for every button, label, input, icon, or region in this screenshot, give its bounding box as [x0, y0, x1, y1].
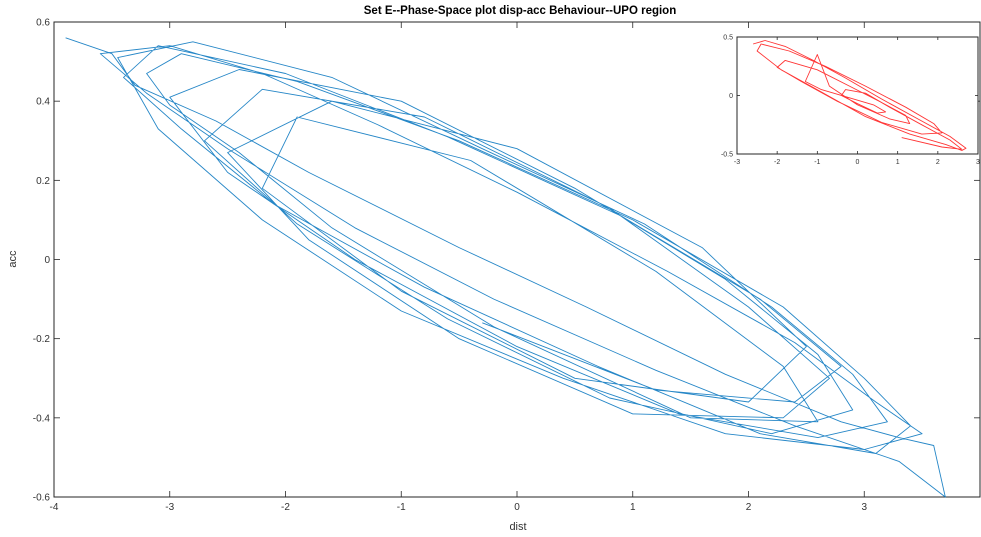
main-y-tick-label: 0.2 [36, 176, 50, 187]
main-x-tick-label: -4 [50, 502, 59, 513]
inset-x-tick-label: 0 [856, 159, 860, 166]
inset-axes-layer: -3 -2 -1 0 1 2 3 -0.5 0 0.5 [721, 34, 980, 166]
main-x-tick-label: 3 [861, 502, 867, 513]
main-axes-layer: -4 -3 -2 -1 0 1 2 3 -0.6 -0.4 -0.2 0 0.2 0.4 0.6 [33, 18, 980, 513]
main-y-tick-label: 0 [44, 255, 50, 266]
chart-title: Set E--Phase-Space plot disp-acc Behavio… [364, 5, 676, 17]
main-y-tick-label: 0.6 [36, 18, 50, 29]
inset-y-tick-label: 0 [729, 93, 733, 100]
inset-x-tick-label: 1 [896, 159, 900, 166]
inset-trajectory-line-0 [752, 40, 967, 151]
main-trajectory-line-0 [65, 37, 946, 498]
main-x-tick-label: -2 [281, 502, 290, 513]
inset-x-tick-label: -3 [734, 159, 740, 166]
main-x-tick-label: -3 [165, 502, 174, 513]
inset-plot-area: -3 -2 -1 0 1 2 3 -0.5 0 0.5 [721, 34, 980, 166]
inset-x-tick-label: -2 [774, 159, 780, 166]
inset-plot-frame [736, 36, 979, 155]
main-x-tick-label: -1 [397, 502, 406, 513]
inset-trajectory-layer [752, 40, 967, 151]
x-axis-label: dist [509, 521, 526, 533]
main-trajectory-layer [65, 37, 946, 498]
main-y-tick-label: -0.6 [33, 493, 51, 504]
inset-x-tick-label: 3 [976, 159, 980, 166]
main-x-tick-label: 0 [514, 502, 520, 513]
y-axis-label: acc [7, 250, 19, 268]
main-x-tick-label: 1 [630, 502, 636, 513]
main-y-tick-label: -0.2 [33, 334, 51, 345]
inset-y-tick-label: -0.5 [721, 151, 733, 158]
main-y-tick-label: -0.4 [33, 413, 51, 424]
inset-x-tick-label: 2 [936, 159, 940, 166]
main-y-tick-label: 0.4 [36, 97, 50, 108]
inset-y-tick-label: 0.5 [723, 34, 733, 41]
main-x-tick-label: 2 [746, 502, 752, 513]
inset-x-tick-label: -1 [814, 159, 820, 166]
